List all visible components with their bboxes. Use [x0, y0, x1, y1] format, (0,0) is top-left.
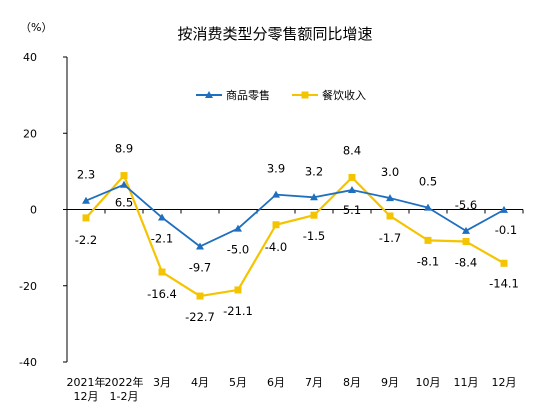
catering-point — [158, 268, 166, 276]
retail-point — [424, 203, 432, 211]
retail-data-label: 0.5 — [419, 175, 437, 189]
series-layer — [82, 172, 508, 300]
x-tick-label: 6月 — [267, 376, 285, 389]
catering-point — [386, 212, 394, 220]
catering-data-label: -21.1 — [223, 304, 253, 318]
x-tick-label: 11月 — [454, 376, 479, 389]
retail-data-label: 3.9 — [267, 162, 285, 176]
retail-data-label: 3.0 — [381, 165, 399, 179]
legend-label: 餐饮收入 — [322, 88, 366, 102]
retail-point — [196, 242, 204, 250]
catering-point — [120, 172, 128, 180]
retail-data-label: 2.3 — [77, 168, 95, 182]
legend-triangle-icon — [205, 91, 213, 98]
catering-data-label: -2.2 — [75, 233, 97, 247]
catering-data-label: -1.7 — [379, 231, 401, 245]
retail-point — [462, 226, 470, 234]
catering-data-label: -16.4 — [147, 287, 177, 301]
catering-data-label: -22.7 — [185, 310, 215, 324]
retail-point — [386, 194, 394, 202]
legend: 商品零售 餐饮收入 — [196, 88, 366, 102]
retail-data-label: -5.0 — [227, 243, 249, 257]
y-tick-label: -40 — [19, 356, 37, 369]
catering-point — [310, 211, 318, 219]
x-tick-label: 5月 — [229, 376, 247, 389]
catering-data-label: -1.5 — [303, 229, 325, 243]
catering-data-label: 8.9 — [115, 142, 133, 156]
x-tick-label: 3月 — [153, 376, 171, 389]
retail-point — [348, 186, 356, 194]
x-tick-label: 4月 — [191, 376, 209, 389]
retail-point — [234, 224, 242, 232]
catering-point — [462, 238, 470, 246]
y-tick-label: 20 — [23, 127, 37, 140]
retail-data-label: -0.1 — [495, 223, 517, 237]
chart-title: 按消费类型分零售额同比增速 — [177, 25, 372, 43]
retail-point — [158, 213, 166, 221]
catering-data-label: -4.0 — [265, 240, 287, 254]
x-tick-label: 10月 — [416, 376, 441, 389]
y-tick-label: 40 — [23, 51, 37, 64]
retail-data-label: 5.1 — [343, 203, 361, 217]
catering-data-label: 8.4 — [343, 143, 361, 157]
retail-data-label: 3.2 — [305, 164, 323, 178]
retail-data-label: -5.6 — [455, 198, 477, 212]
legend-square-icon — [301, 91, 309, 99]
y-axis-ticks: 40 20 0 -20 -40 — [19, 51, 67, 369]
catering-point — [348, 173, 356, 181]
retail-point — [82, 196, 90, 204]
retail-point — [310, 193, 318, 201]
catering-data-label: -8.1 — [417, 254, 439, 268]
series-line-catering — [85, 174, 505, 298]
retail-point — [120, 180, 128, 188]
data-labels: 2.3 6.5 -2.1 -9.7 -5.0 3.9 3.2 5.1 3.0 0.5 -5.6 -0.… — [75, 142, 519, 324]
series-line-retail — [85, 183, 505, 248]
catering-point — [234, 286, 242, 294]
retail-point — [500, 205, 508, 213]
legend-label: 商品零售 — [226, 88, 270, 102]
y-tick-label: 0 — [30, 204, 37, 217]
catering-point — [500, 259, 508, 267]
x-tick-label: 2022年 1-2月 — [105, 375, 144, 403]
catering-data-label: -14.1 — [489, 276, 519, 290]
catering-point — [424, 236, 432, 244]
retail-data-label: -9.7 — [189, 260, 211, 274]
y-axis-unit: （%） — [20, 21, 52, 34]
x-tick-label: 7月 — [305, 376, 323, 389]
y-tick-label: -20 — [19, 280, 37, 293]
retail-data-label: -2.1 — [151, 232, 173, 246]
catering-data-label: -8.4 — [455, 256, 477, 270]
catering-point — [82, 214, 90, 222]
x-tick-label: 12月 — [492, 376, 517, 389]
x-tick-label: 2021年 12月 — [67, 375, 106, 403]
catering-point — [272, 221, 280, 229]
x-tick-label: 8月 — [343, 376, 361, 389]
retail-point — [272, 190, 280, 198]
catering-point — [196, 292, 204, 300]
x-tick-label: 9月 — [381, 376, 399, 389]
retail-data-label: 6.5 — [115, 196, 133, 210]
